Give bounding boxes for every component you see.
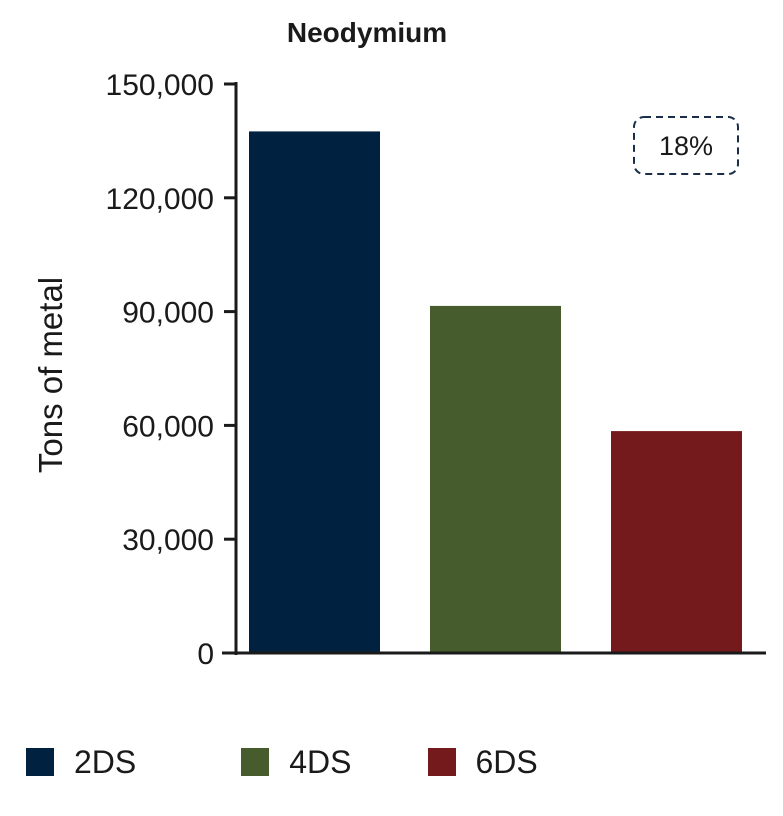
legend-swatch-6ds [427, 748, 456, 776]
y-tick-label: 0 [197, 638, 214, 671]
bar-chart: Neodymium Tons of metal 0 30,000 60,000 90,… [32, 17, 766, 671]
y-tick-label: 60,000 [122, 410, 214, 443]
legend-swatch-4ds [241, 748, 270, 776]
y-tick-label: 90,000 [122, 297, 214, 330]
legend-label-2ds: 2DS [74, 743, 137, 780]
legend-item-4ds: 4DS [241, 743, 352, 781]
y-tick-label: 150,000 [106, 69, 214, 102]
y-tick-label: 30,000 [122, 524, 214, 557]
legend-swatch-2ds [26, 748, 54, 776]
bar-2ds [249, 131, 380, 653]
bar-6ds [611, 431, 742, 653]
y-axis-label: Tons of metal [32, 277, 69, 473]
annotation-box: 18% [633, 116, 739, 175]
legend-item-2ds: 2DS [26, 744, 136, 781]
bar-4ds [430, 305, 561, 653]
legend-label-4ds: 4DS [289, 743, 352, 780]
y-axis-ticks: 0 30,000 60,000 90,000 120,000 150,000 [106, 69, 236, 671]
annotation-label: 18% [659, 131, 713, 161]
y-tick-label: 120,000 [106, 183, 214, 216]
legend-item-6ds: 6DS [427, 743, 538, 781]
legend: 2DS 4DS 6DS [26, 740, 614, 784]
chart-title: Neodymium [287, 17, 447, 48]
bars-group [249, 131, 742, 653]
legend-label-6ds: 6DS [475, 743, 538, 780]
